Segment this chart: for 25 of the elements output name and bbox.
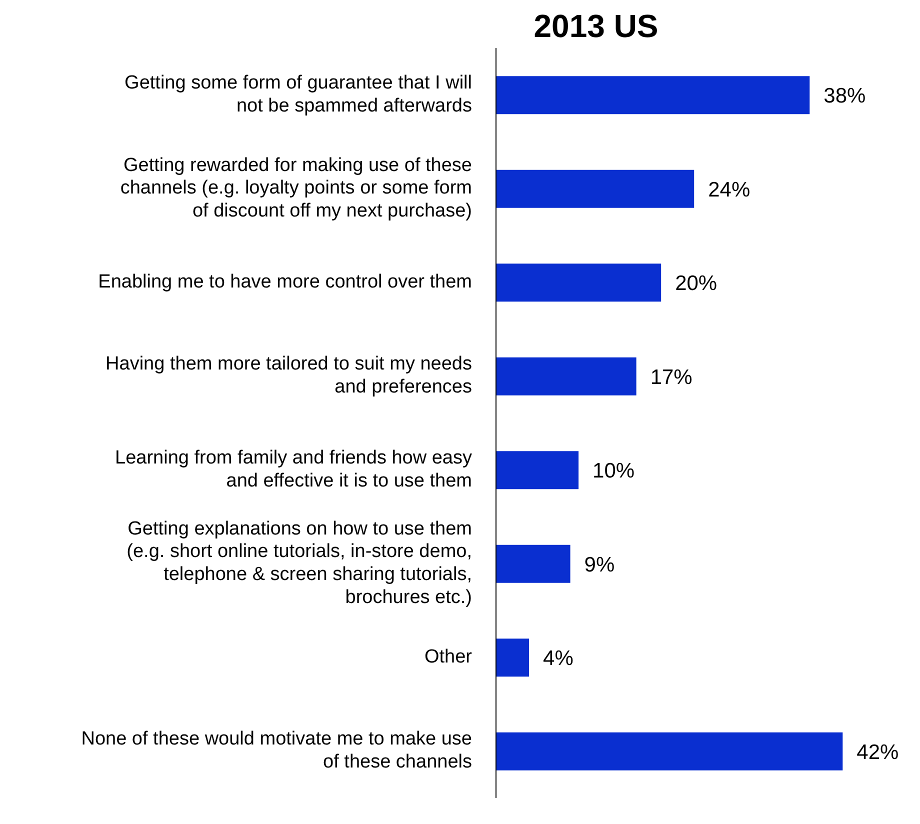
data-label: 10%	[592, 460, 635, 483]
data-label: 20%	[675, 272, 718, 296]
data-label: 4%	[543, 647, 574, 670]
data-label: 17%	[650, 366, 692, 389]
bar	[496, 451, 579, 490]
bar	[496, 544, 570, 583]
y-tick-label: Learning from family and friends how easy and effective it is to use them	[115, 447, 472, 492]
y-tick-label: Getting some form of guarantee that I will not be spammed afterwards	[124, 72, 472, 116]
y-tick-label: Getting explanations on how to use them (e.g. short online tutorials, in-store demo, telephone & screen sharing tutorials, brochures etc.)	[126, 518, 472, 608]
chart-title: 2013 US	[532, 8, 660, 45]
y-tick-label: Other	[424, 646, 473, 668]
bar	[496, 170, 694, 208]
bar	[496, 357, 636, 396]
data-label: 9%	[584, 553, 615, 576]
bar	[496, 638, 530, 677]
bar	[496, 264, 662, 302]
data-label: 42%	[856, 740, 899, 764]
data-label: 38%	[824, 84, 866, 108]
y-tick-label: Enabling me to have more control over them	[98, 271, 472, 292]
y-tick-label: Getting rewarded for making use of these channels (e.g. loyalty points or some form of discount off my next purchase)	[120, 154, 472, 222]
y-tick-label: None of these would motivate me to make use of these channels	[81, 728, 472, 773]
y-tick-label: Having them more tailored to suit my needs and preferences	[106, 354, 472, 398]
bar	[496, 76, 810, 114]
data-label: 24%	[708, 178, 750, 202]
bar	[496, 732, 843, 770]
